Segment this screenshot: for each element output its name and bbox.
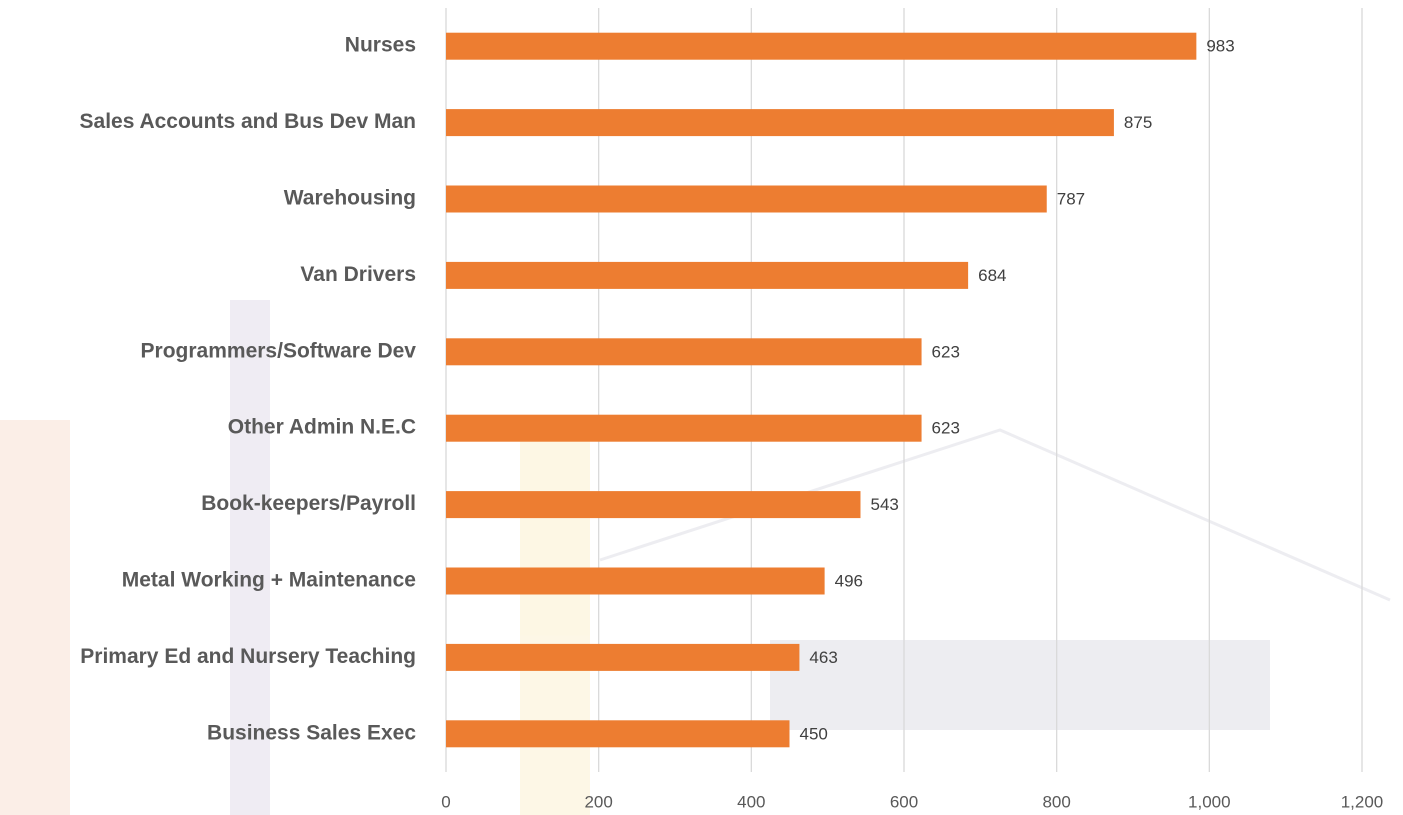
x-tick-label: 1,000 <box>1188 792 1231 811</box>
category-label: Nurses <box>345 34 416 57</box>
value-label: 450 <box>800 724 828 743</box>
value-label: 787 <box>1057 189 1085 208</box>
x-tick-label: 800 <box>1042 792 1070 811</box>
category-label: Metal Working + Maintenance <box>122 569 416 592</box>
category-label: Warehousing <box>284 187 416 210</box>
bar <box>446 568 825 595</box>
value-label: 623 <box>932 419 960 438</box>
bar <box>446 262 968 289</box>
bar <box>446 109 1114 136</box>
bar <box>446 720 790 747</box>
x-tick-label: 0 <box>441 792 450 811</box>
page: 0 200 400 600 800 1,000 1,200 Nurses 983 Sales Ac… <box>0 0 1403 815</box>
chart: 0 200 400 600 800 1,000 1,200 Nurses 983 Sales Ac… <box>0 0 1403 815</box>
value-label: 463 <box>809 648 837 667</box>
bar <box>446 644 799 671</box>
bar <box>446 491 860 518</box>
x-tick-label: 200 <box>584 792 612 811</box>
category-label: Other Admin N.E.C <box>228 416 416 439</box>
value-label: 684 <box>978 266 1006 285</box>
bar <box>446 186 1047 213</box>
bar <box>446 415 922 442</box>
value-label: 543 <box>870 495 898 514</box>
value-label: 623 <box>932 342 960 361</box>
category-label: Van Drivers <box>300 263 416 286</box>
bar <box>446 338 922 365</box>
x-tick-label: 600 <box>890 792 918 811</box>
category-label: Sales Accounts and Bus Dev Man <box>80 110 416 133</box>
value-label: 496 <box>835 571 863 590</box>
category-label: Book-keepers/Payroll <box>201 492 416 515</box>
category-label: Primary Ed and Nursery Teaching <box>80 645 416 668</box>
bar <box>446 33 1196 60</box>
value-label: 983 <box>1206 37 1234 56</box>
x-tick-label: 400 <box>737 792 765 811</box>
category-label: Programmers/Software Dev <box>141 339 417 362</box>
category-label: Business Sales Exec <box>207 721 416 744</box>
x-tick-label: 1,200 <box>1341 792 1384 811</box>
value-label: 875 <box>1124 113 1152 132</box>
